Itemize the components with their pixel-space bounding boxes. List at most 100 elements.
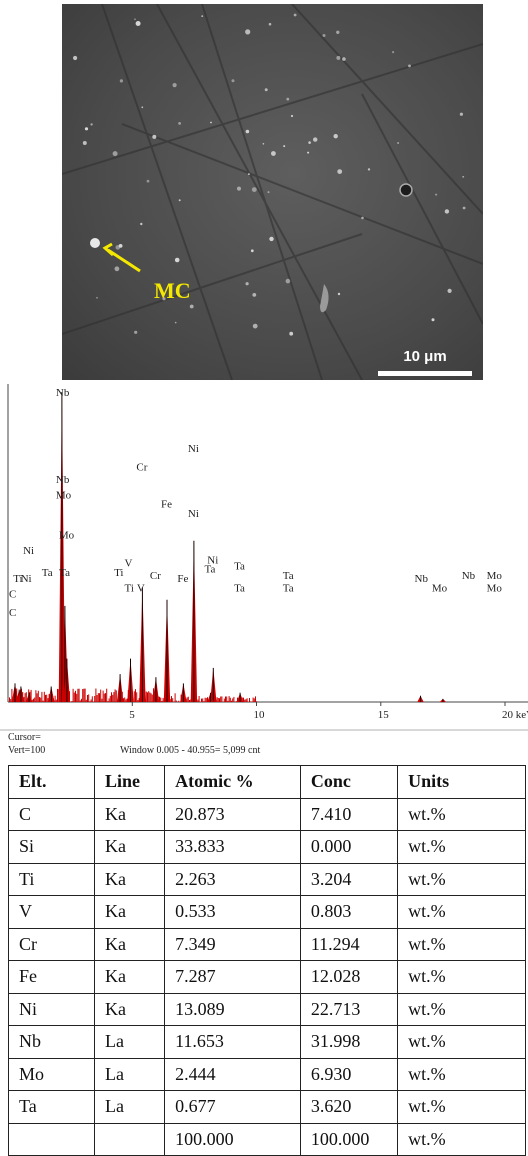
- cell-element: Si: [9, 831, 95, 864]
- header-line: Line: [94, 766, 164, 799]
- cursor-readout: Cursor=: [8, 732, 41, 743]
- peak-label: Nb: [462, 570, 476, 582]
- table-header-row: Elt. Line Atomic % Conc Units: [9, 766, 526, 799]
- scale-bar-label: 10 μm: [403, 348, 446, 365]
- peak-label: Ti: [125, 582, 134, 594]
- cell-atomic-percent: 2.444: [165, 1058, 301, 1091]
- cell-element: Ta: [9, 1091, 95, 1124]
- cell-element: Nb: [9, 1026, 95, 1059]
- cell-conc: 3.204: [300, 863, 397, 896]
- cell-element: [9, 1123, 95, 1156]
- peak-label: Ta: [234, 582, 245, 594]
- peak-label: V: [125, 558, 133, 570]
- peak-label: Cr: [150, 570, 161, 582]
- cell-atomic-percent: 33.833: [165, 831, 301, 864]
- cell-units: wt.%: [398, 896, 526, 929]
- peak-label: Ta: [59, 567, 70, 579]
- cell-element: Ni: [9, 993, 95, 1026]
- cell-atomic-percent: 2.263: [165, 863, 301, 896]
- peak-label: Ti: [114, 567, 123, 579]
- cell-element: V: [9, 896, 95, 929]
- cell-atomic-percent: 100.000: [165, 1123, 301, 1156]
- x-tick-label: 10: [254, 709, 266, 721]
- sem-micrograph: MC 10 μm: [62, 4, 483, 380]
- cell-conc: 7.410: [300, 798, 397, 831]
- peak-label: Nb: [415, 573, 429, 585]
- peak-label: Ta: [283, 570, 294, 582]
- cell-conc: 3.620: [300, 1091, 397, 1124]
- x-tick-label: 20 keV: [502, 709, 528, 721]
- cell-units: wt.%: [398, 1123, 526, 1156]
- cell-units: wt.%: [398, 928, 526, 961]
- cell-line: Ka: [94, 831, 164, 864]
- cell-units: wt.%: [398, 993, 526, 1026]
- x-tick-label: 15: [378, 709, 390, 721]
- peak-label: Ta: [42, 567, 53, 579]
- peak-label: Fe: [161, 499, 172, 511]
- peak-label: C: [9, 589, 16, 601]
- peak-label: Nb: [56, 387, 70, 399]
- peak-label: Ni: [188, 508, 199, 520]
- peak-label: Mo: [487, 570, 503, 582]
- cell-element: Cr: [9, 928, 95, 961]
- cell-line: La: [94, 1091, 164, 1124]
- cell-atomic-percent: 7.349: [165, 928, 301, 961]
- cell-conc: 6.930: [300, 1058, 397, 1091]
- cell-element: Ti: [9, 863, 95, 896]
- peak-label: Mo: [487, 582, 503, 594]
- window-readout: Window 0.005 - 40.955= 5,099 cnt: [120, 745, 260, 756]
- cell-atomic-percent: 0.533: [165, 896, 301, 929]
- cell-units: wt.%: [398, 1091, 526, 1124]
- peak-label: Ni: [188, 443, 199, 455]
- peak-label: Nb: [56, 474, 70, 486]
- cell-units: wt.%: [398, 1026, 526, 1059]
- peak-label: Fe: [177, 573, 188, 585]
- cell-atomic-percent: 0.677: [165, 1091, 301, 1124]
- peak-label: Ta: [205, 564, 216, 576]
- peak-label: C: [9, 607, 16, 619]
- cell-conc: 22.713: [300, 993, 397, 1026]
- cell-line: Ka: [94, 896, 164, 929]
- vert-readout: Vert=100: [8, 745, 45, 756]
- peak-label: Ta: [283, 582, 294, 594]
- cell-conc: 31.998: [300, 1026, 397, 1059]
- cell-conc: 0.000: [300, 831, 397, 864]
- cell-units: wt.%: [398, 1058, 526, 1091]
- cell-line: La: [94, 1026, 164, 1059]
- cell-line: [94, 1123, 164, 1156]
- cell-atomic-percent: 7.287: [165, 961, 301, 994]
- peak-label: Mo: [56, 489, 72, 501]
- peak-label: Ni: [23, 545, 34, 557]
- cell-element: Fe: [9, 961, 95, 994]
- cell-line: Ka: [94, 928, 164, 961]
- cell-units: wt.%: [398, 798, 526, 831]
- peak-label: Mo: [432, 582, 448, 594]
- cell-element: C: [9, 798, 95, 831]
- peak-label: Cr: [136, 461, 147, 473]
- header-atomic-percent: Atomic %: [165, 766, 301, 799]
- cell-units: wt.%: [398, 961, 526, 994]
- peak-label: Ni: [21, 573, 32, 585]
- cell-conc: 12.028: [300, 961, 397, 994]
- x-tick-label: 5: [129, 709, 135, 721]
- cell-units: wt.%: [398, 863, 526, 896]
- header-conc: Conc: [300, 766, 397, 799]
- cell-atomic-percent: 20.873: [165, 798, 301, 831]
- cell-line: Ka: [94, 863, 164, 896]
- cell-line: Ka: [94, 798, 164, 831]
- peak-label: V: [137, 582, 145, 594]
- header-units: Units: [398, 766, 526, 799]
